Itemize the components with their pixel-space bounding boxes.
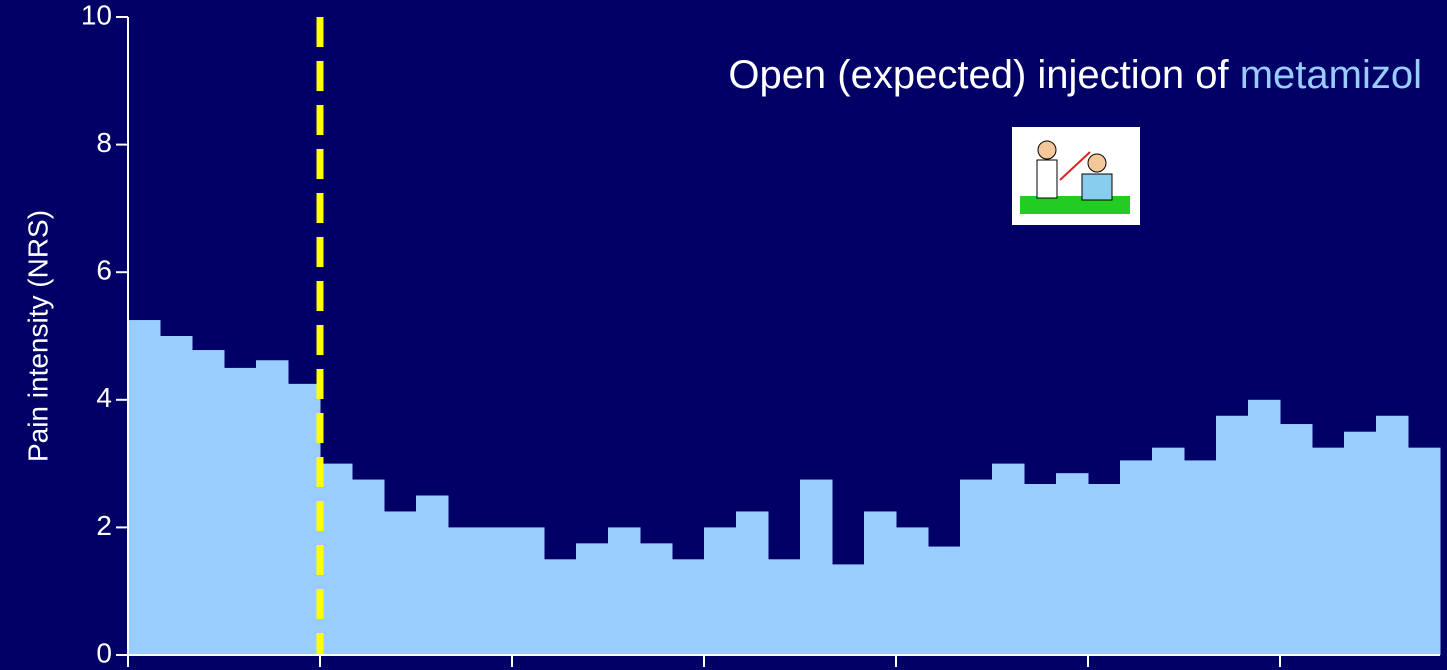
step-bar: [608, 527, 641, 655]
step-bar: [416, 495, 449, 655]
step-bar: [1088, 484, 1121, 655]
title-part: Open (expected) injection of: [728, 53, 1239, 97]
step-bar: [480, 527, 513, 655]
step-bar: [1024, 484, 1057, 655]
step-bar: [896, 527, 929, 655]
step-bar: [640, 543, 673, 655]
step-bar: [704, 527, 737, 655]
y-tick-label: 8: [96, 127, 112, 158]
step-bar: [736, 511, 769, 655]
step-bar: [288, 383, 321, 655]
step-bar: [672, 559, 705, 655]
step-bar: [864, 511, 897, 655]
step-bar: [832, 564, 865, 655]
step-bar: [1248, 399, 1281, 655]
step-bar: [160, 336, 193, 655]
y-tick-label: 4: [96, 382, 112, 413]
step-bar: [224, 367, 257, 655]
step-bar: [1376, 415, 1409, 655]
step-bar: [512, 527, 545, 655]
y-tick-label: 10: [81, 0, 112, 30]
step-bar: [320, 463, 353, 655]
step-bar: [384, 511, 417, 655]
icon: [1012, 127, 1140, 225]
step-bar: [1344, 431, 1377, 655]
step-bar: [768, 559, 801, 655]
marks: [128, 320, 1441, 655]
step-bar: [1280, 424, 1313, 655]
title-part: metamizol: [1240, 53, 1422, 97]
step-bar: [352, 479, 385, 655]
step-bar: [256, 360, 289, 655]
y-tick-label: 6: [96, 255, 112, 286]
step-bar: [1312, 447, 1345, 655]
step-bar: [576, 543, 609, 655]
step-bar: [1152, 447, 1185, 655]
y-tick-label: 0: [96, 637, 112, 668]
step-bar: [928, 546, 961, 655]
step-bar: [448, 527, 481, 655]
step-bar: [1120, 460, 1153, 655]
step-bar: [1184, 460, 1217, 655]
step-bar: [192, 350, 225, 655]
step-bar: [544, 559, 577, 655]
step-bar: [1216, 415, 1249, 655]
step-bar: [128, 320, 161, 655]
chart-title: Open (expected) injection of metamizol: [728, 53, 1422, 97]
y-tick-label: 2: [96, 510, 112, 541]
step-bar: [1408, 447, 1441, 655]
y-axis-label: Pain intensity (NRS): [22, 210, 53, 462]
step-bar: [992, 463, 1025, 655]
step-bar: [1056, 473, 1089, 655]
step-bar: [800, 479, 833, 655]
step-bar: [960, 479, 993, 655]
